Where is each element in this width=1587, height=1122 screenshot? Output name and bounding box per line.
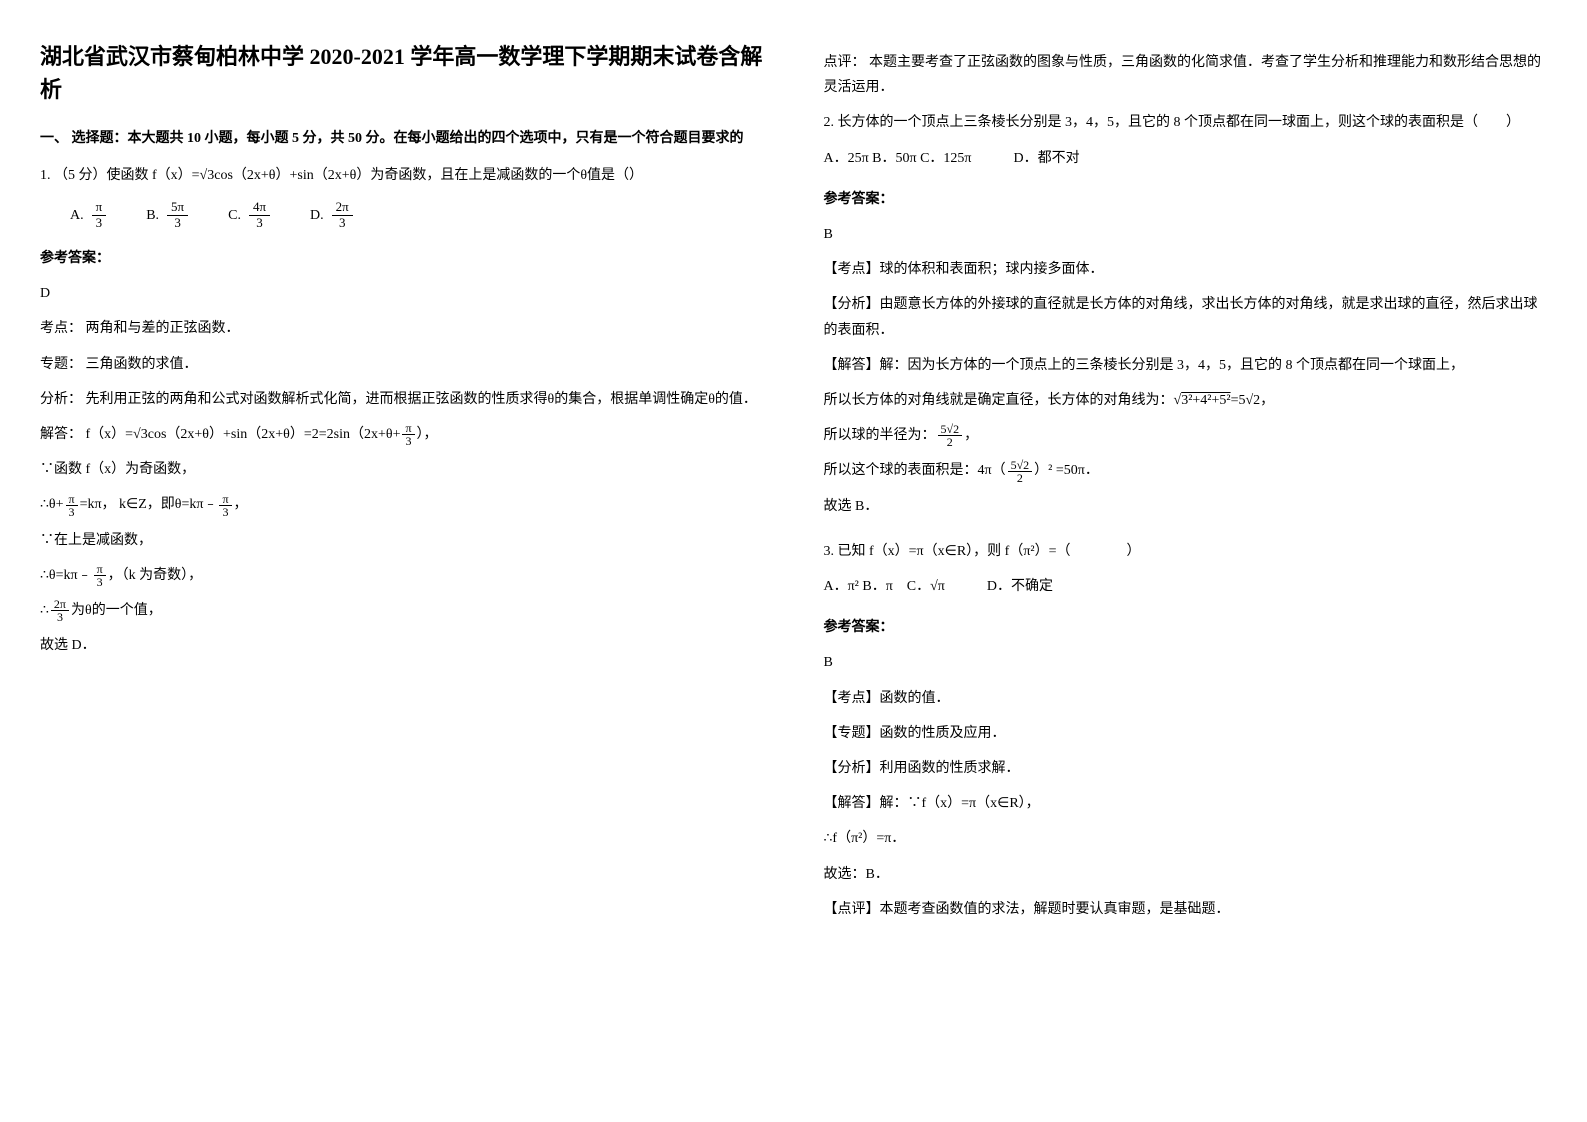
q1-step2: ∴θ+π3=kπ， k∈Z，即θ=kπ﹣π3，	[40, 492, 764, 517]
q2-jieda2-prefix: 所以长方体的对角线就是确定直径，长方体的对角线为：	[824, 393, 1174, 408]
q1-option-c: C. 4π 3	[228, 200, 270, 230]
q3-jieda1: 【解答】解：∵f（x）=π（x∈R），	[824, 791, 1548, 816]
q2-jieda2-eq: =5√2	[1231, 393, 1261, 408]
q2-stem: 2. 长方体的一个顶点上三条棱长分别是 3，4，5，且它的 8 个顶点都在同一球…	[824, 110, 1548, 135]
q1-optA-fraction: π 3	[92, 200, 107, 230]
q1-options: A. π 3 B. 5π 3 C. 4π 3	[40, 200, 764, 230]
q1-answer: D	[40, 281, 764, 306]
q1-kaodian-label: 考点：	[40, 321, 82, 336]
q2-radius: 所以球的半径为：5√22，	[824, 423, 1548, 448]
q1-step5: ∴2π3为θ的一个值，	[40, 598, 764, 623]
q2-area-frac: 5√22	[1008, 459, 1033, 484]
q3-dianping: 【点评】本题考查函数值的求法，解题时要认真审题，是基础题．	[824, 897, 1548, 922]
q1-answer-label: 参考答案：	[40, 246, 764, 271]
q2-radius-frac: 5√22	[938, 423, 963, 448]
q2-radius-prefix: 所以球的半径为：	[824, 428, 936, 443]
q1-step3: ∵在上是减函数，	[40, 528, 764, 553]
q1-kaodian-text: 两角和与差的正弦函数．	[86, 321, 240, 336]
left-column: 湖北省武汉市蔡甸柏林中学 2020-2021 学年高一数学理下学期期末试卷含解析…	[40, 40, 764, 932]
q1-jieda-suffix: ），	[417, 427, 438, 442]
q3-answer-label: 参考答案：	[824, 615, 1548, 640]
q1-fenxi: 分析： 先利用正弦的两角和公式对函数解析式化简，进而根据正弦函数的性质求得θ的集…	[40, 387, 764, 412]
q1-stem: 1. （5 分）使函数 f（x）=√3cos（2x+θ）+sin（2x+θ）为奇…	[40, 163, 764, 188]
q1-zhuanti: 专题： 三角函数的求值．	[40, 352, 764, 377]
q1-optB-fraction: 5π 3	[167, 200, 188, 230]
q2-options: A．25π B．50π C．125π D．都不对	[824, 146, 1548, 171]
q1-optD-fraction: 2π 3	[332, 200, 353, 230]
q3-stem: 3. 已知 f（x）=π（x∈R），则 f（π²）=（ ）	[824, 539, 1548, 564]
q2-area: 所以这个球的表面积是：4π（5√22）² =50π．	[824, 458, 1548, 483]
q2-area-result: =50π．	[1056, 463, 1099, 478]
q2-answer-label: 参考答案：	[824, 187, 1548, 212]
q1-zhuanti-text: 三角函数的求值．	[86, 357, 198, 372]
q1-fenxi-text: 先利用正弦的两角和公式对函数解析式化简，进而根据正弦函数的性质求得θ的集合，根据…	[86, 392, 757, 407]
q1-option-a: A. π 3	[70, 200, 106, 230]
q2-jieda2-suffix: ，	[1260, 393, 1274, 408]
q2-area-formula-prefix: 4π（	[978, 463, 1006, 478]
q1-step5-prefix: ∴	[40, 603, 49, 618]
q1-step2-prefix: ∴θ+	[40, 497, 64, 512]
q2-jieda1: 【解答】解：因为长方体的一个顶点上的三条棱长分别是 3，4，5，且它的 8 个顶…	[824, 353, 1548, 378]
q2-area-formula-suffix: ）²	[1034, 463, 1052, 478]
q3-conclusion: 故选：B．	[824, 862, 1548, 887]
q1-dianping-text: 本题主要考查了正弦函数的图象与性质，三角函数的化简求值．考查了学生分析和推理能力…	[824, 55, 1542, 95]
q2-kaodian: 【考点】球的体积和表面积；球内接多面体．	[824, 257, 1548, 282]
q2-jieda2: 所以长方体的对角线就是确定直径，长方体的对角线为：√3²+4²+5²=5√2，	[824, 388, 1548, 413]
q1-optC-label: C.	[228, 203, 241, 228]
q1-optA-label: A.	[70, 203, 84, 228]
q3-zhuanti: 【专题】函数的性质及应用．	[824, 721, 1548, 746]
q1-step4: ∴θ=kπ﹣π3，（k 为奇数），	[40, 563, 764, 588]
q1-jieda-label: 解答：	[40, 427, 82, 442]
q1-optB-label: B.	[146, 203, 159, 228]
q2-conclusion: 故选 B．	[824, 494, 1548, 519]
q2-radius-suffix: ，	[964, 428, 978, 443]
document-title: 湖北省武汉市蔡甸柏林中学 2020-2021 学年高一数学理下学期期末试卷含解析	[40, 40, 764, 106]
q3-fenxi: 【分析】利用函数的性质求解．	[824, 756, 1548, 781]
q1-jieda-frac: π3	[402, 422, 414, 447]
q1-step5-frac: 2π3	[51, 598, 69, 623]
q1-step4-prefix: ∴θ=kπ﹣	[40, 568, 92, 583]
q3-options: A．π² B．π C．√π D．不确定	[824, 574, 1548, 599]
q1-optD-label: D.	[310, 203, 324, 228]
q1-kaodian: 考点： 两角和与差的正弦函数．	[40, 316, 764, 341]
q1-option-b: B. 5π 3	[146, 200, 188, 230]
q1-step2-f2: π3	[219, 493, 231, 518]
q1-step4-frac: π3	[94, 563, 106, 588]
q1-step2-f1: π3	[66, 493, 78, 518]
q1-optC-fraction: 4π 3	[249, 200, 270, 230]
q1-zhuanti-label: 专题：	[40, 357, 82, 372]
q1-step1: ∵函数 f（x）为奇函数，	[40, 457, 764, 482]
q2-area-prefix: 所以这个球的表面积是：	[824, 463, 978, 478]
q1-dianping: 点评： 本题主要考查了正弦函数的图象与性质，三角函数的化简求值．考查了学生分析和…	[824, 50, 1548, 100]
q3-answer: B	[824, 650, 1548, 675]
q1-option-d: D. 2π 3	[310, 200, 353, 230]
q1-step2-mid: =kπ， k∈Z，即θ=kπ﹣	[80, 497, 218, 512]
q3-jieda2: ∴f（π²）=π．	[824, 826, 1548, 851]
q2-answer: B	[824, 222, 1548, 247]
q2-fenxi: 【分析】由题意长方体的外接球的直径就是长方体的对角线，求出长方体的对角线，就是求…	[824, 292, 1548, 342]
right-column: 点评： 本题主要考查了正弦函数的图象与性质，三角函数的化简求值．考查了学生分析和…	[824, 40, 1548, 932]
q1-jieda-prefix: f（x）=√3cos（2x+θ）+sin（2x+θ）=2=2sin（2x+θ+	[86, 427, 401, 442]
q1-jieda: 解答： f（x）=√3cos（2x+θ）+sin（2x+θ）=2=2sin（2x…	[40, 422, 764, 447]
q3-kaodian: 【考点】函数的值．	[824, 686, 1548, 711]
q1-conclusion: 故选 D．	[40, 633, 764, 658]
q1-step2-suffix: ，	[234, 497, 248, 512]
q2-jieda2-sqrt: 3²+4²+5²	[1181, 393, 1230, 408]
section-1-heading: 一、 选择题：本大题共 10 小题，每小题 5 分，共 50 分。在每小题给出的…	[40, 126, 764, 151]
q1-fenxi-label: 分析：	[40, 392, 82, 407]
q1-step5-suffix: 为θ的一个值，	[71, 603, 162, 618]
q1-dianping-label: 点评：	[824, 55, 866, 70]
q1-step4-suffix: ，（k 为奇数），	[108, 568, 203, 583]
